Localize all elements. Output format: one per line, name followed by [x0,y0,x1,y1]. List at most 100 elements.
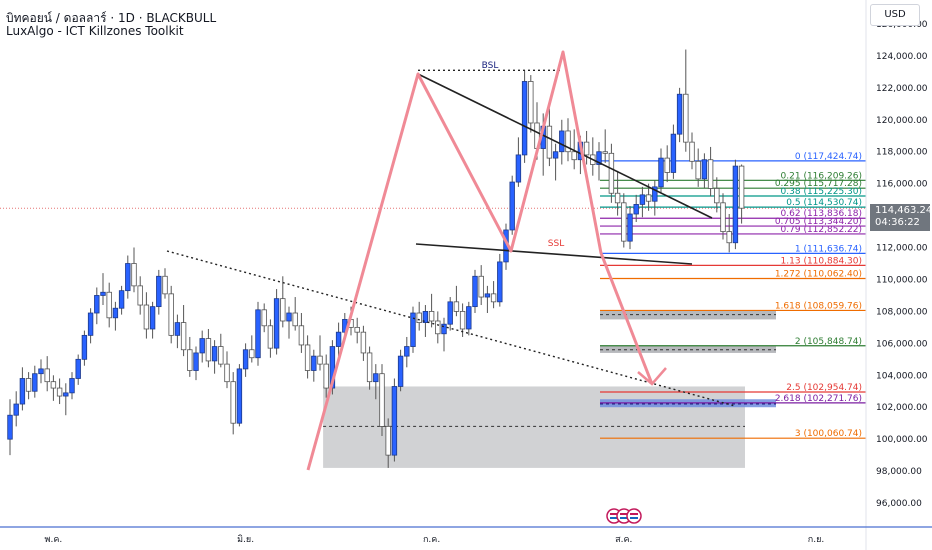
candle-body [13,403,19,416]
candle-body [391,386,398,456]
candle-body [94,295,100,314]
candle-body [559,130,565,153]
candle-body [168,293,174,336]
candle-body [317,355,323,365]
candle-body [720,202,726,232]
candle-body [528,81,534,124]
candle-body [484,293,491,298]
projection-arrowhead [637,367,667,386]
candle-body [447,301,453,325]
dotted-trendline [166,250,736,407]
fib-label-1.272: 1.272 (110,062.40) [775,269,862,279]
y-tick-label: 124,000.00 [876,52,928,62]
projection-path [306,50,654,471]
fib-label-0.62: 0.62 (113,836.18) [781,209,862,219]
candle-body [639,194,646,205]
candle-body [472,275,478,308]
candle-body [404,346,410,357]
candle-body [211,346,218,362]
candle-body [143,304,150,330]
fib-label-3: 3 (100,060.74) [795,429,862,439]
candle-body [236,368,243,424]
fib-label-2.618: 2.618 (102,271.76) [775,394,862,404]
candle-body [56,387,63,397]
candle-body [676,93,683,135]
candle-body [174,322,181,336]
candle-body [435,320,441,335]
y-tick-label: 96,000.00 [876,499,922,509]
candle-body [292,312,298,327]
candle-body [218,346,224,365]
symbol-title[interactable]: บิทคอยน์ / ดอลลาร์ · 1D · BLACKBULL [6,11,217,25]
candle-body [180,322,187,351]
upper-wedge-line [417,73,713,219]
y-tick-label: 104,000.00 [876,371,928,381]
flag-stripe [620,513,628,515]
candle-body [571,151,577,161]
fib-label-1.13: 1.13 (110,884.30) [781,256,862,266]
x-tick-label: มิ.ย. [237,534,254,545]
candle-body [286,312,292,322]
candle-body [249,349,255,359]
x-tick-label: ก.ย. [808,535,824,545]
candle-body [645,194,652,202]
currency-button[interactable]: USD [870,4,920,26]
candle-body [267,325,274,349]
flag-stripe [630,513,638,515]
fib-label-0.38: 0.38 (115,225.30) [781,187,862,197]
fib-label-0.21: 0.21 (116,209.26) [781,171,862,181]
y-tick-label: 98,000.00 [876,467,922,477]
y-tick-label: 116,000.00 [876,180,928,190]
event-flag-icons[interactable] [606,508,642,524]
y-tick-label: 108,000.00 [876,307,928,317]
candle-body [428,311,435,322]
fib-label-0.79: 0.79 (112,852.22) [781,225,862,235]
candle-body [38,368,44,375]
candle-body [69,378,75,394]
candle-body [621,202,627,242]
candle-body [478,275,484,298]
candle-body [205,338,212,362]
candle-body [19,378,26,405]
candle-body [689,141,695,162]
candle-body [255,309,261,359]
candle-body [199,338,205,354]
candle-body [63,392,69,397]
candle-body [261,309,267,327]
fib-label-0: 0 (117,424.74) [795,152,862,162]
x-tick-label: พ.ค. [45,535,63,545]
us-flag-icon [626,508,642,524]
candle-body [596,151,602,165]
candle-body [466,306,472,330]
x-tick-label: ส.ค. [615,535,632,545]
candle-body [273,298,280,349]
candle-body [422,311,429,323]
candle-body [298,325,305,346]
candle-body [410,312,416,347]
candle-body [304,344,311,371]
candle-body [379,373,385,427]
candle-body [32,373,38,392]
candle-body [497,261,503,303]
fib-label-2.5: 2.5 (102,954.74) [786,383,862,393]
candle-body [131,263,137,287]
candle-body [726,231,732,244]
candle-body [565,130,571,153]
candle-body [230,381,236,424]
fvg-zone-2 [600,345,776,353]
fib-label-0.5: 0.5 (114,530.74) [786,198,862,208]
candle-body [602,151,608,154]
candle-body [614,192,621,204]
candle-body [459,311,466,330]
candle-body [149,306,156,330]
candle-body [125,263,131,292]
flag-stripe [610,517,618,519]
indicator-label[interactable]: LuxAlgo - ICT Killzones Toolkit [6,24,184,38]
candle-body [50,381,57,389]
candle-body [193,352,199,371]
candle-body [81,334,88,360]
candle-body [664,157,670,173]
candle-body [416,312,422,323]
